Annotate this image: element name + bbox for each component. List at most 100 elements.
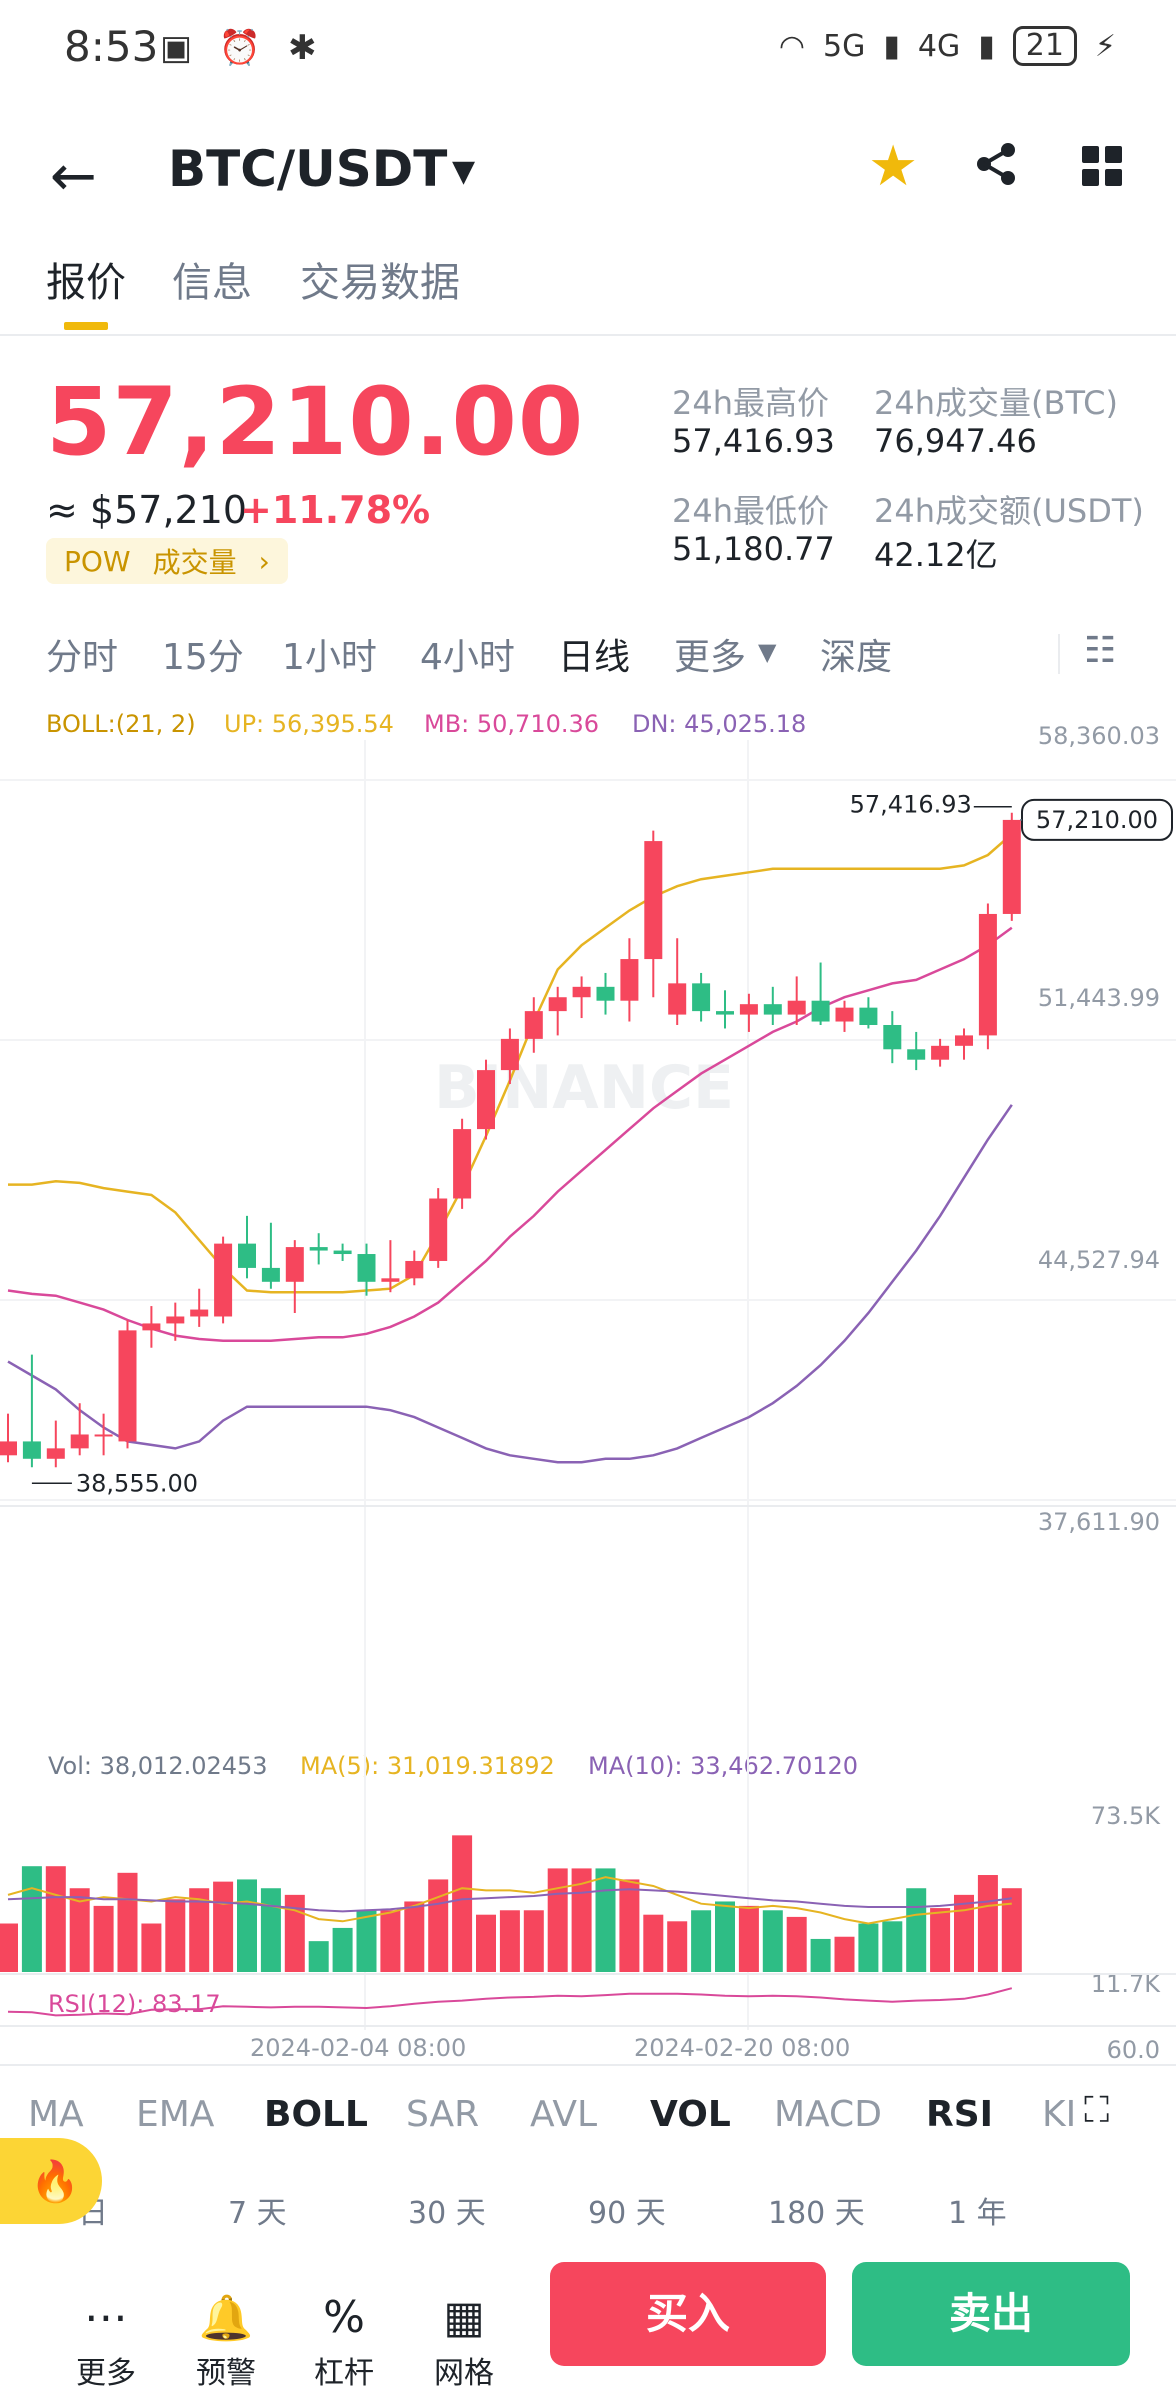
tag-box[interactable]: POW 成交量 ›	[46, 538, 288, 584]
volume-bar-28	[667, 1921, 688, 1972]
volume-bar-1	[21, 1866, 42, 1972]
high-marker-label: 57,416.93	[850, 791, 972, 819]
more-dots-icon: ⋯	[84, 2292, 128, 2343]
active-tab-indicator	[64, 322, 108, 330]
candle-body-14	[333, 1250, 352, 1255]
tab-info[interactable]: 信息	[172, 260, 252, 306]
volume-bar-39	[930, 1908, 951, 1972]
vol-ma5-label: MA(5): 31,019.31892	[300, 1752, 555, 1780]
nav-alert[interactable]: 🔔 预警	[176, 2292, 276, 2392]
grid-menu-icon[interactable]	[1082, 146, 1122, 186]
indicator-kdj[interactable]: KI	[1042, 2094, 1077, 2135]
low-marker-label: 38,555.00	[76, 1469, 198, 1497]
candle-body-1	[22, 1441, 41, 1459]
volume-bar-20	[476, 1914, 496, 1972]
charging-icon: ⚡	[1094, 28, 1116, 64]
volume-bar-4	[93, 1905, 114, 1972]
candle-body-25	[596, 986, 615, 1001]
indicator-macd[interactable]: MACD	[774, 2094, 882, 2135]
flame-icon: 🔥	[30, 2159, 80, 2205]
more-caret-icon[interactable]: ▼	[758, 638, 777, 666]
rsi-polyline	[7, 1987, 1013, 2017]
range-90d[interactable]: 90 天	[588, 2196, 666, 2231]
volume-bar-19	[452, 1835, 473, 1972]
range-30d[interactable]: 30 天	[408, 2196, 486, 2231]
volume-bar-0	[0, 1923, 18, 1972]
range-1y[interactable]: 1 年	[948, 2196, 1007, 2231]
candle-body-40	[955, 1035, 973, 1046]
tab-quote[interactable]: 报价	[46, 260, 126, 306]
sell-button[interactable]: 卖出	[852, 2262, 1130, 2366]
indicator-boll[interactable]: BOLL	[264, 2094, 368, 2135]
volume-bar-5	[117, 1872, 138, 1972]
signal-5g: 5G	[823, 28, 866, 64]
volume-bar-16	[380, 1910, 401, 1972]
boll-middle-line	[7, 926, 1013, 1343]
indicator-vol[interactable]: VOL	[650, 2094, 731, 2135]
volume-bar-42	[1001, 1888, 1022, 1972]
interval-1d[interactable]: 日线	[558, 637, 631, 678]
volume-bar-36	[858, 1923, 879, 1972]
pair-dropdown-caret-icon[interactable]: ▼	[452, 154, 476, 189]
interval-timeshare[interactable]: 分时	[46, 637, 119, 678]
wifi-icon: ◠	[778, 28, 806, 64]
candle-body-21	[500, 1038, 519, 1071]
interval-15m[interactable]: 15分	[162, 637, 244, 678]
volume-bar-25	[595, 1868, 616, 1972]
candle-body-16	[381, 1278, 400, 1282]
nav-grid[interactable]: ▦ 网格	[414, 2292, 514, 2392]
volume-ma10-line	[7, 1888, 1012, 1913]
candle-body-9	[214, 1243, 233, 1317]
candle-body-6	[142, 1323, 161, 1331]
range-7d[interactable]: 7 天	[228, 2196, 287, 2231]
volume-bar-22	[523, 1910, 544, 1972]
candle-body-7	[166, 1316, 185, 1324]
rsi-line	[7, 1987, 1013, 2017]
price-axis-1: 58,360.03	[1038, 722, 1160, 750]
candle-body-27	[644, 841, 663, 960]
date-label-2: 2024-02-20 08:00	[634, 2034, 851, 2062]
interval-depth[interactable]: 深度	[820, 637, 893, 678]
candle-body-35	[835, 1007, 854, 1022]
top-tabs: 报价 信息 交易数据	[0, 250, 1176, 336]
candle-body-8	[190, 1309, 209, 1317]
buy-button[interactable]: 买入	[550, 2262, 826, 2366]
volume-bar-7	[165, 1899, 186, 1972]
volume-bar-2	[45, 1866, 66, 1972]
back-arrow-icon[interactable]: ←	[50, 144, 97, 209]
nav-margin[interactable]: % 杠杆	[294, 2292, 394, 2392]
share-icon[interactable]	[974, 142, 1018, 186]
indicator-ema[interactable]: EMA	[136, 2094, 215, 2135]
favorite-star-icon[interactable]: ★	[868, 134, 919, 199]
pair-title[interactable]: BTC/USDT	[168, 140, 448, 198]
range-180d[interactable]: 180 天	[768, 2196, 865, 2231]
indicator-settings-icon[interactable]: ⛶	[1084, 2090, 1110, 2131]
floating-fire-button[interactable]: 🔥	[0, 2138, 102, 2224]
candle-body-30	[716, 1011, 734, 1015]
interval-1h[interactable]: 1小时	[282, 637, 377, 678]
price-axis-4: 37,611.90	[1038, 1508, 1160, 1536]
interval-4h[interactable]: 4小时	[420, 637, 515, 678]
volume-bar-24	[571, 1868, 592, 1972]
candle-body-19	[453, 1129, 472, 1199]
chart-settings-icon[interactable]: ☷	[1084, 630, 1117, 671]
volume-bar-8	[189, 1888, 210, 1972]
candle-body-31	[739, 1004, 758, 1015]
indicator-sar[interactable]: SAR	[406, 2094, 480, 2135]
volume-bar-27	[643, 1914, 664, 1972]
interval-more[interactable]: 更多	[674, 637, 747, 678]
tab-trading-data[interactable]: 交易数据	[300, 260, 460, 306]
stat-low-label: 24h最低价	[672, 492, 830, 530]
indicator-rsi[interactable]: RSI	[926, 2094, 994, 2135]
indicator-ma[interactable]: MA	[28, 2094, 84, 2135]
kline-chart[interactable]: BOLL:(21, 2) UP: 56,395.54 MB: 50,710.36…	[0, 700, 1176, 2060]
stat-turnover-value: 42.12亿	[874, 536, 998, 574]
indicator-avl[interactable]: AVL	[530, 2094, 598, 2135]
candle-body-26	[620, 959, 639, 1001]
nav-more-label: 更多	[76, 2356, 136, 2391]
volume-bar-34	[810, 1938, 831, 1972]
boll-lower-line	[7, 1104, 1013, 1464]
header: ← BTC/USDT ▼ ★	[0, 120, 1176, 220]
nav-more[interactable]: ⋯ 更多	[56, 2292, 156, 2392]
price-axis-2: 51,443.99	[1038, 984, 1160, 1012]
